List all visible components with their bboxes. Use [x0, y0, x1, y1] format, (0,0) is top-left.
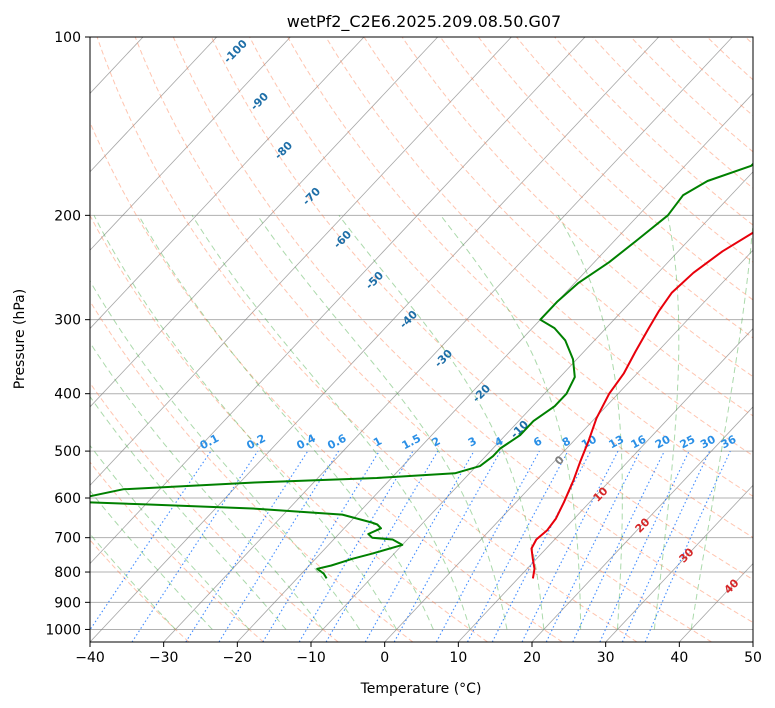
- moist-adiabat: [440, 214, 582, 630]
- dry-adiabat: [325, 37, 753, 457]
- moist-adiabat: [90, 533, 176, 630]
- dry-adiabat: [401, 37, 753, 378]
- x-tick-label: 50: [744, 650, 762, 666]
- x-tick-label: 0: [380, 650, 389, 666]
- mixing-ratio-line: [599, 450, 690, 642]
- x-tick-label: −20: [223, 650, 253, 666]
- y-tick-label: 400: [54, 387, 81, 403]
- dry-adiabat: [516, 37, 753, 263]
- x-tick-label: 20: [523, 650, 541, 666]
- moist-adiabat: [90, 395, 287, 630]
- x-tick-label: −40: [75, 650, 105, 666]
- plot-frame: [89, 36, 754, 643]
- moist-adiabat: [338, 215, 545, 630]
- y-tick-label: 700: [54, 531, 81, 547]
- plot-area: 0.1 0.2 0.4 0.6 1 1.5 2 3 4 6 8 10 13 16 20 25 30 36-100-…: [90, 37, 753, 642]
- dewpoint-profile-line: [90, 162, 753, 579]
- isotherm-line: [90, 37, 659, 642]
- y-tick-label: 600: [54, 491, 81, 507]
- x-axis-ticks: −40 −30 −20 −10 0 10 20 30 40 50: [75, 642, 762, 666]
- isotherm-line: [310, 171, 753, 642]
- isotherm-line: [90, 37, 438, 408]
- mixing-ratio-label: 16: [629, 433, 649, 452]
- y-tick-label: 900: [54, 595, 81, 611]
- dry-adiabat: [90, 300, 414, 642]
- dry-adiabat: [172, 37, 753, 624]
- mixing-ratio-line: [364, 450, 475, 642]
- moist-adiabats: [90, 214, 753, 630]
- skewed-isotherms: [90, 37, 753, 642]
- mixing-ratio-line: [393, 450, 502, 642]
- y-axis-ticks: 100 200 300 400 500 600 700 800 900 1000: [45, 30, 90, 638]
- isotherm-line: [605, 484, 753, 642]
- mixing-ratio-line: [218, 450, 340, 642]
- moist-adiabat: [90, 280, 361, 630]
- temperature-profile-line: [530, 231, 753, 579]
- dry-adiabat: [211, 37, 753, 581]
- y-tick-label: 100: [54, 30, 81, 46]
- isotherm-line: [163, 37, 733, 642]
- mixing-ratio-line: [185, 450, 309, 642]
- isotherm-line: [237, 92, 753, 642]
- mixing-ratio-line: [621, 450, 711, 642]
- mixing-ratio-label: 25: [678, 433, 698, 452]
- profile-series: [90, 162, 753, 579]
- y-axis-label: Pressure (hPa): [12, 289, 28, 389]
- dry-adiabat: [134, 37, 712, 642]
- y-tick-label: 800: [54, 565, 81, 581]
- mixing-ratio-line: [435, 450, 540, 642]
- moist-adiabat: [557, 215, 623, 630]
- dry-adiabat: [90, 461, 264, 642]
- isotherm-line: [458, 327, 753, 642]
- isotherm-line: [531, 406, 753, 642]
- x-tick-label: −10: [296, 650, 326, 666]
- moist-adiabat: [191, 215, 471, 630]
- x-tick-label: −30: [149, 650, 179, 666]
- mixing-ratio-line: [325, 450, 439, 642]
- y-tick-label: 300: [54, 313, 81, 329]
- dry-adiabat: [90, 121, 563, 642]
- dry-adiabat: [90, 539, 190, 642]
- mixing-ratio-label: 13: [607, 433, 627, 452]
- moist-adiabat: [138, 215, 434, 630]
- dry-adiabat: [592, 37, 753, 189]
- x-axis-label: Temperature (°C): [360, 681, 482, 697]
- mixing-ratio-line: [545, 450, 641, 642]
- moist-adiabat: [90, 490, 213, 630]
- mixing-ratio-line: [298, 450, 414, 642]
- y-tick-label: 500: [54, 444, 81, 460]
- x-tick-label: 30: [597, 650, 615, 666]
- isotherm-line: [384, 249, 753, 642]
- dry-adiabat: [287, 37, 753, 497]
- moist-adiabat: [690, 216, 753, 630]
- mixing-ratio-lines: [90, 450, 731, 642]
- mixing-ratio-label: 20: [653, 433, 673, 452]
- moist-adiabat: [256, 215, 508, 630]
- y-tick-label: 1000: [45, 622, 81, 638]
- y-tick-label: 200: [54, 208, 81, 224]
- moist-adiabat: [653, 215, 680, 630]
- dry-adiabats: [90, 37, 753, 642]
- x-tick-label: 10: [449, 650, 467, 666]
- isotherm-line: [90, 37, 365, 330]
- isotherm-line: [90, 37, 291, 251]
- mixing-ratio-line: [572, 450, 665, 642]
- moist-adiabat: [90, 341, 324, 630]
- dry-adiabat: [363, 37, 753, 417]
- x-tick-label: 40: [670, 650, 688, 666]
- chart-title: wetPf2_C2E6.2025.209.08.50.G07: [287, 12, 561, 32]
- moist-adiabat: [93, 215, 397, 630]
- dry-adiabat: [249, 37, 753, 539]
- isotherm-line: [90, 37, 512, 486]
- isotherm-line: [90, 37, 217, 173]
- isotherm-line: [90, 37, 586, 565]
- mixing-ratio-line: [262, 450, 380, 642]
- dry-adiabat: [96, 37, 638, 642]
- mixing-ratio-label: 30: [698, 433, 718, 452]
- mixing-ratio-label: 36: [719, 433, 739, 452]
- dry-adiabat: [439, 37, 753, 339]
